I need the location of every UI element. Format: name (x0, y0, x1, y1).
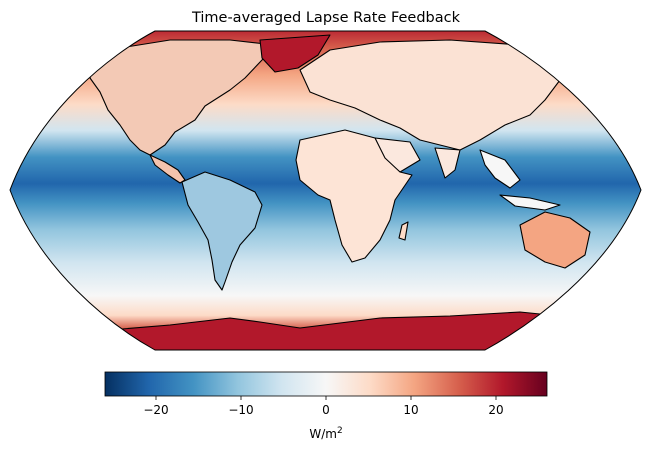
map-boundary (9, 30, 642, 351)
madagascar-landmass (398, 221, 409, 241)
north-america-landmass (89, 39, 276, 156)
south-america-landmass (181, 171, 263, 291)
colorbar-tick-label: −10 (228, 403, 253, 417)
greenland-landmass (259, 34, 331, 73)
colorbar-tick-label: 20 (488, 403, 503, 417)
colorbar-tick-label: 10 (403, 403, 418, 417)
map-panel (9, 30, 642, 351)
colorbar: −20 −10 0 10 20 W/m2 (104, 371, 548, 441)
map-title: Time-averaged Lapse Rate Feedback (191, 10, 461, 26)
eurasia-landmass (299, 39, 571, 151)
indonesia-islands (499, 194, 561, 211)
colorbar-ticks: −20 −10 0 10 20 (143, 396, 504, 417)
australia-landmass (519, 211, 591, 269)
southeast-asia-landmass (479, 149, 521, 189)
colorbar-unit-label: W/m2 (309, 426, 342, 441)
colorbar-tick-label: 0 (322, 403, 330, 417)
colorbar-tick-label: −20 (143, 403, 168, 417)
new-zealand-landmass (599, 257, 616, 281)
colorbar-gradient (104, 371, 548, 397)
land-masses (89, 34, 621, 350)
antarctica-landmass (109, 311, 621, 350)
africa-landmass (295, 129, 413, 263)
india-landmass (434, 147, 461, 179)
